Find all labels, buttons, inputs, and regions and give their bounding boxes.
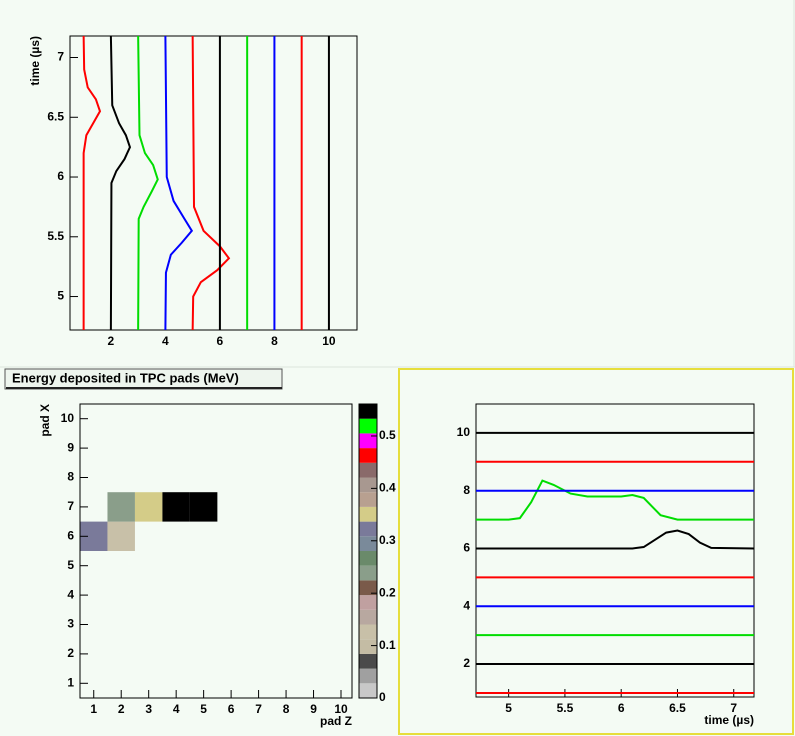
palette-band	[359, 506, 377, 522]
heatmap-cell	[189, 492, 218, 522]
palette-band	[359, 595, 377, 610]
x-axis-title: time (µs)	[704, 713, 754, 727]
plot-frame	[69, 35, 358, 331]
palette-band	[359, 521, 377, 537]
y-tick-label: 6	[67, 528, 74, 542]
x-tick-label: 6	[618, 701, 625, 715]
x-tick-label: 6	[217, 334, 224, 348]
x-tick-label: 3	[145, 702, 152, 716]
z-tick-label: 0.4	[379, 481, 396, 495]
palette-band	[359, 551, 377, 566]
plot-frame	[475, 403, 755, 698]
plot-frame	[79, 403, 353, 699]
signal-line	[476, 479, 754, 521]
palette-band	[359, 668, 377, 684]
y-tick-label: 7	[67, 499, 74, 513]
y-tick-label: 6	[463, 541, 470, 555]
palette-band	[359, 565, 377, 581]
x-tick-label: 6	[228, 702, 235, 716]
x-tick-label: 1	[90, 702, 97, 716]
palette-band	[359, 462, 377, 478]
y-tick-label: 10	[61, 411, 75, 425]
signal-line	[137, 35, 159, 331]
z-tick-label: 0.2	[379, 585, 396, 599]
palette-band	[359, 624, 377, 640]
palette-band	[359, 653, 377, 669]
chart-title: Energy deposited in TPC pads (MeV)	[12, 370, 239, 385]
y-tick-label: 10	[457, 425, 471, 439]
palette-frame	[358, 403, 378, 699]
x-tick-label: 5	[505, 701, 512, 715]
y-tick-label: 4	[463, 598, 470, 612]
y-tick-label: 5.5	[47, 229, 64, 243]
z-tick-label: 0.1	[379, 638, 396, 652]
x-tick-label: 2	[118, 702, 125, 716]
y-axis-title: pad X	[38, 404, 52, 437]
y-tick-label: 6.5	[47, 109, 64, 123]
signal-line	[476, 529, 755, 550]
x-axis-title: pad Z	[320, 714, 352, 728]
y-tick-label: 3	[67, 617, 74, 631]
palette-band	[359, 404, 377, 419]
palette-band	[359, 609, 377, 625]
heatmap-cell	[107, 492, 135, 522]
y-tick-label: 9	[67, 440, 74, 454]
signal-line	[109, 35, 132, 331]
y-tick-label: 5	[67, 558, 74, 572]
x-tick-label: 9	[310, 702, 317, 716]
palette-band	[359, 477, 377, 493]
y-tick-label: 2	[463, 656, 470, 670]
x-tick-label: 6.5	[669, 701, 686, 715]
x-tick-label: 10	[334, 702, 348, 716]
z-tick-label: 0	[379, 690, 386, 704]
signal-line	[191, 35, 231, 331]
y-tick-label: 7	[57, 50, 64, 64]
x-tick-label: 7	[730, 701, 737, 715]
x-tick-label: 2	[108, 334, 115, 348]
heatmap-cell	[162, 492, 190, 522]
x-tick-label: 7	[255, 702, 262, 716]
y-tick-label: 8	[463, 483, 470, 497]
palette-band	[359, 433, 377, 449]
palette-band	[359, 418, 377, 434]
palette-band	[359, 492, 377, 507]
x-tick-label: 5	[200, 702, 207, 716]
x-tick-label: 4	[173, 702, 180, 716]
palette-band	[359, 683, 377, 698]
signal-line	[164, 35, 194, 331]
y-tick-label: 8	[67, 470, 74, 484]
z-tick-label: 0.5	[379, 428, 396, 442]
y-tick-label: 5	[57, 289, 64, 303]
x-tick-label: 5.5	[557, 701, 574, 715]
palette-band	[359, 536, 377, 551]
palette-band	[359, 448, 377, 463]
y-tick-label: 2	[67, 646, 74, 660]
x-tick-label: 8	[283, 702, 290, 716]
x-tick-label: 10	[322, 334, 336, 348]
heatmap-cell	[134, 492, 163, 522]
y-tick-label: 1	[67, 675, 74, 689]
x-tick-label: 4	[162, 334, 169, 348]
y-axis-title: time (µs)	[28, 36, 42, 86]
selected-pad-frame	[398, 368, 794, 735]
y-tick-label: 4	[67, 587, 74, 601]
signal-line	[82, 35, 102, 330]
x-tick-label: 8	[271, 334, 278, 348]
z-tick-label: 0.3	[379, 533, 396, 547]
palette-band	[359, 580, 377, 596]
palette-band	[359, 639, 377, 654]
heatmap-cell	[107, 521, 135, 551]
y-tick-label: 6	[57, 169, 64, 183]
